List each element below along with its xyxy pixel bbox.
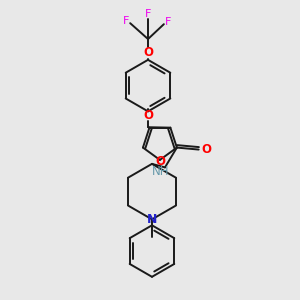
Text: F: F [123,16,129,26]
Text: F: F [145,9,151,19]
Text: O: O [143,46,153,59]
Text: N: N [147,213,157,226]
Text: NH: NH [152,165,170,178]
Text: O: O [155,155,165,168]
Text: O: O [202,143,212,156]
Text: O: O [143,109,153,122]
Text: F: F [165,17,171,27]
